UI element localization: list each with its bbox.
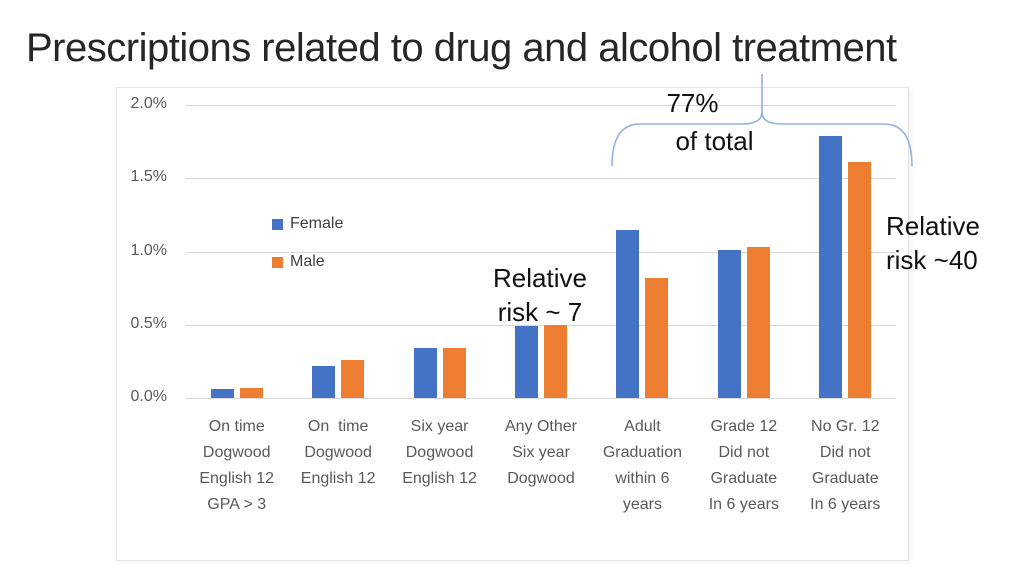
legend-swatch-male xyxy=(272,256,283,268)
annotation-77-percent: 77% xyxy=(666,88,719,118)
x-axis-category-label-line: On time xyxy=(208,418,265,435)
legend: Female Male xyxy=(272,215,344,292)
x-axis-category-label-line: Graduation xyxy=(602,444,682,461)
x-axis-category-label-line: No Gr. 12 xyxy=(811,418,880,435)
legend-item-male: Male xyxy=(272,253,343,270)
x-axis-category-label: Any Other Six year Dogwood xyxy=(490,414,591,492)
x-axis-category-label-line: Grade 12 xyxy=(710,418,778,435)
x-axis-category-label-line: Six year xyxy=(512,444,570,461)
gridline xyxy=(186,178,896,180)
annotation-of-total: of total xyxy=(675,126,754,156)
x-axis-category-label-line: Six year xyxy=(410,418,469,435)
gridline xyxy=(186,324,896,326)
legend-label-male: Male xyxy=(290,253,325,270)
x-axis-category-label-line: Any Other xyxy=(504,418,577,435)
x-axis-category-label: Grade 12 Did not Graduate In 6 years xyxy=(693,414,794,518)
x-axis-category-label-line: English 12 xyxy=(300,470,376,487)
bar-female-1 xyxy=(210,389,234,398)
bar-male-5 xyxy=(645,277,669,398)
x-axis-category-label-line: Graduate xyxy=(710,470,778,487)
y-axis-tick-label: 0.5% xyxy=(130,314,167,332)
bar-male-4 xyxy=(544,324,567,398)
gridline xyxy=(186,398,896,399)
x-axis-category-label-line: Dogwood xyxy=(202,444,271,461)
chart-frame: 0.0% 0.5% 1.0% 1.5% 2.0% On time Dogwood Englis… xyxy=(116,87,909,561)
x-axis-category-label: No Gr. 12 Did not Graduate In 6 years xyxy=(795,414,896,518)
bar-female-2 xyxy=(312,365,336,398)
x-axis-category-label-line: Dogwood xyxy=(507,470,575,487)
bar-male-2 xyxy=(341,359,365,398)
x-axis-category-label-line: Dogwood xyxy=(405,444,474,461)
bar-female-7 xyxy=(819,135,843,398)
x-axis-category-label-line: Dogwood xyxy=(304,444,372,461)
x-axis-category-label-line: GPA > 3 xyxy=(207,496,267,513)
y-axis-tick-label: 0.0% xyxy=(130,388,167,405)
x-axis-category-label: Adult Graduation within 6 years xyxy=(592,414,693,518)
y-axis-tick-label: 1.0% xyxy=(130,241,167,259)
x-axis-category-label-line: Did not xyxy=(718,444,770,461)
y-axis-tick-label: 1.5% xyxy=(130,168,167,186)
x-axis-category-label-line: In 6 years xyxy=(810,496,881,513)
annotation-relative-risk-7-line2: risk ~ 7 xyxy=(497,297,583,327)
gridline xyxy=(186,251,896,253)
x-axis-category-label-line: Graduate xyxy=(811,470,879,487)
x-axis-category-label-line: On time xyxy=(307,418,369,435)
legend-swatch-female xyxy=(272,218,283,230)
annotation-relative-risk-7-line1: Relative xyxy=(493,263,587,293)
bar-male-7 xyxy=(848,162,872,398)
x-axis-category-label: On time Dogwood English 12 xyxy=(287,414,388,492)
annotation-relative-risk-40-line2: risk ~40 xyxy=(886,245,978,275)
bar-female-4 xyxy=(515,326,538,398)
bar-male-3 xyxy=(442,348,466,398)
x-axis-category-label-line: within 6 xyxy=(615,470,670,487)
x-axis-category-label: On time Dogwood English 12 GPA > 3 xyxy=(186,414,287,518)
x-axis-category-label-line: years xyxy=(622,496,662,513)
annotation-relative-risk-40-line1: Relative xyxy=(886,211,980,241)
bar-female-3 xyxy=(413,348,437,398)
annotation-relative-risk-7: Relative risk ~ 7 xyxy=(452,261,628,329)
x-axis-category-label: Six year Dogwood English 12 xyxy=(389,414,490,492)
legend-item-female: Female xyxy=(272,215,344,232)
annotation-relative-risk-40: Relative risk ~40 xyxy=(886,209,1024,277)
bar-male-6 xyxy=(746,247,770,398)
y-axis-tick-label: 2.0% xyxy=(130,95,167,112)
x-axis-category-label-line: English 12 xyxy=(402,470,477,487)
gridline xyxy=(186,105,896,106)
x-axis-category-label-line: Did not xyxy=(819,444,871,461)
bar-female-5 xyxy=(616,229,640,398)
slide-title: Prescriptions related to drug and alcoho… xyxy=(26,26,897,70)
curly-brace-annotation-icon xyxy=(611,74,913,167)
bar-male-1 xyxy=(239,387,263,398)
x-axis-category-label-line: Adult xyxy=(624,418,661,435)
bar-female-6 xyxy=(717,250,741,398)
legend-label-female: Female xyxy=(290,215,344,232)
x-axis-category-label-line: In 6 years xyxy=(708,496,779,513)
x-axis-category-label-line: English 12 xyxy=(199,470,275,487)
